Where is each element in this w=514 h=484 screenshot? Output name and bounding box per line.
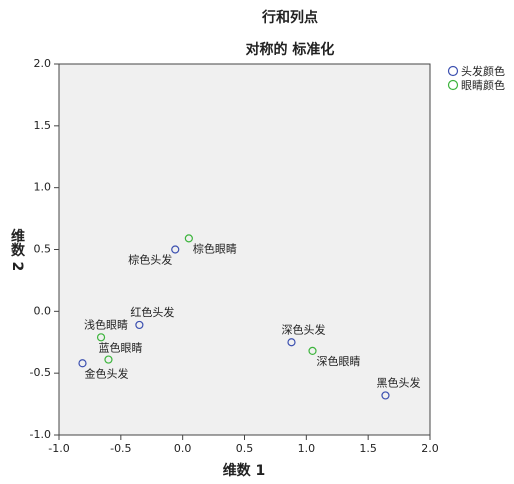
x-axis-title: 维数 1 [223,462,266,479]
y-axis-title: 维数 2 [9,228,25,271]
y-tick-label: -0.5 [30,366,51,379]
point [96,333,106,342]
x-tick-label: 1.0 [298,442,316,455]
x-tick-label: -1.0 [48,442,69,455]
point-label: 深色眼睛 [317,354,361,368]
y-tick-label: 2.0 [34,57,52,70]
chart-title: 行和列点 [261,9,318,26]
x-tick-label: 0.5 [236,442,254,455]
point-label: 黑色头发 [376,375,420,389]
chart-subtitle: 对称的 标准化 [246,41,335,58]
point [381,391,390,400]
point-label: 棕色眼睛 [193,241,237,255]
y-tick-label: 1.5 [34,119,52,132]
y-tick-label: 0.0 [34,304,52,317]
point [184,234,193,243]
x-tick-label: 1.5 [359,442,377,455]
point [104,355,113,364]
x-tick-label: 2.0 [421,442,439,455]
point-label: 棕色头发 [128,253,172,267]
point [135,320,144,330]
legend-marker [447,79,459,91]
plot-area [58,63,431,436]
legend-label: 眼睛颜色 [461,78,505,92]
y-tick-label: 1.0 [34,181,52,194]
legend-label: 头发颜色 [461,64,505,78]
point-label: 浅色眼睛 [84,317,128,331]
point-label: 蓝色眼睛 [98,341,142,355]
point [308,346,317,356]
point [78,359,87,368]
y-tick-label: 0.5 [34,243,52,256]
point [287,338,296,347]
point-label: 红色头发 [130,305,174,319]
point-label: 深色头发 [281,322,325,336]
x-tick-label: 0.0 [174,442,192,455]
point [171,245,180,254]
point-label: 金色头发 [84,366,128,380]
y-tick-label: -1.0 [30,428,51,441]
legend-marker [447,65,459,77]
x-tick-label: -0.5 [110,442,131,455]
